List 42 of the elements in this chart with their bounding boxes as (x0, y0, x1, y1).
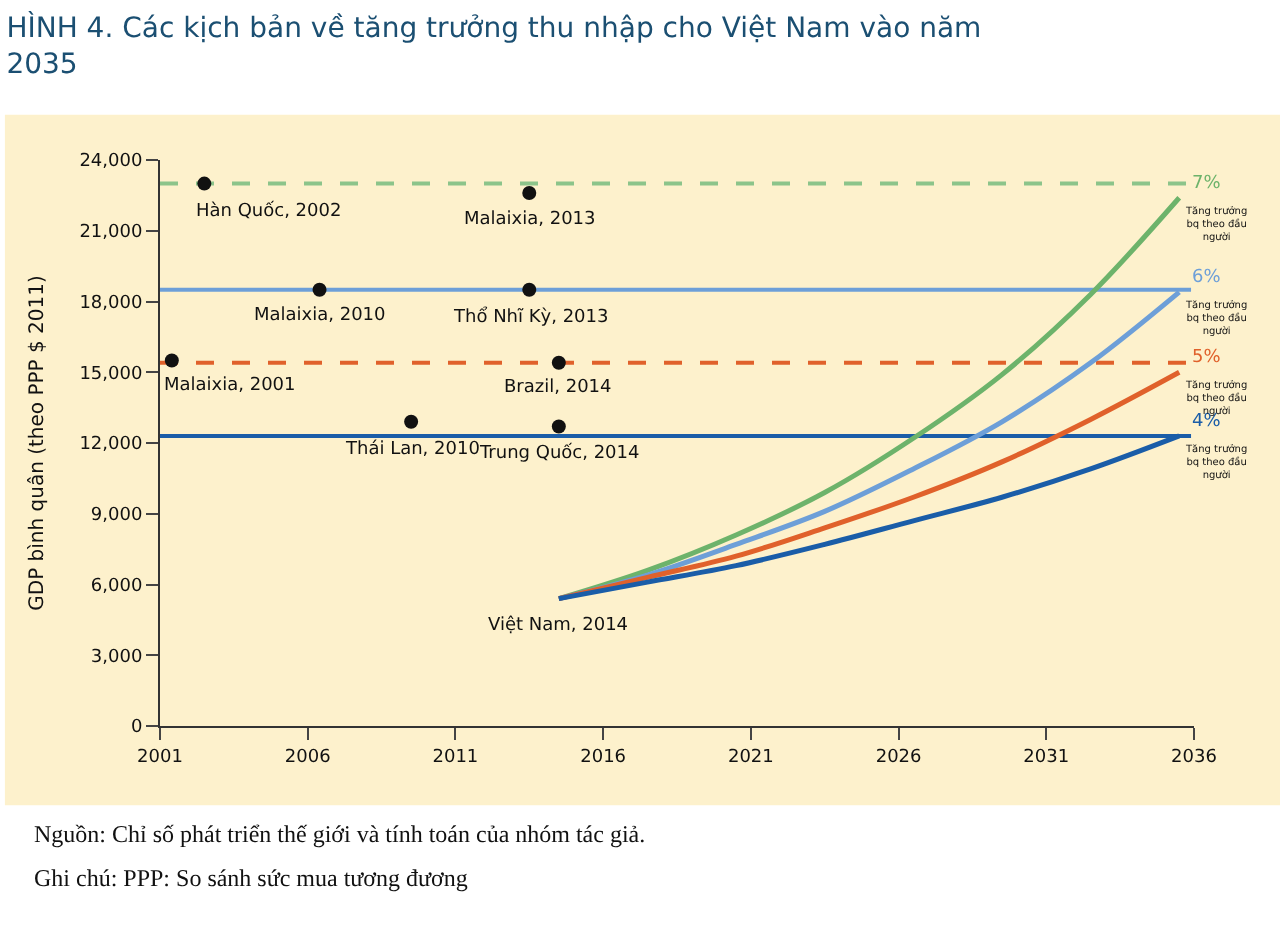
annotation: Việt Nam, 2014 (488, 614, 629, 636)
x-tick-label: 2016 (580, 747, 627, 768)
x-tick-label: 2001 (137, 747, 183, 768)
point (312, 282, 327, 297)
annotation: Trung Quốc, 2014 (478, 442, 640, 464)
annotation: Malaixia, 2001 (164, 376, 296, 396)
x-tick-label: 2026 (875, 747, 923, 768)
y-tick-label: 21,000 (79, 223, 143, 244)
text: Ghi chú: PPP: So sánh sức mua tương đương (34, 864, 468, 892)
y-tick-label: 12,000 (79, 435, 143, 456)
point (522, 282, 537, 297)
text: Nguồn: Chỉ số phát triển thế giới và tính toán của nhóm tác giả. (34, 820, 646, 848)
series-label: 4% (1192, 412, 1222, 432)
x-tick-label: 2021 (727, 747, 774, 768)
series-label: 7% (1192, 174, 1222, 194)
y-tick-label: 24,000 (79, 152, 143, 173)
y-tick-label: 0 (130, 718, 143, 739)
y-tick-label: 9,000 (90, 506, 143, 527)
point (551, 355, 566, 370)
y-tick-label: 3,000 (90, 647, 143, 668)
x-tick-label: 2006 (284, 747, 332, 768)
y-tick-label: 6,000 (90, 576, 143, 597)
annotation: Hàn Quốc, 2002 (196, 200, 342, 222)
series-label: 5% (1192, 348, 1222, 368)
y-tick-label: 18,000 (79, 293, 143, 314)
point (522, 186, 537, 201)
x-tick-label: 2036 (1171, 747, 1218, 768)
annotation: Malaixia, 2013 (464, 210, 596, 230)
point (164, 353, 179, 368)
point (551, 419, 566, 434)
x-tick-label: 2031 (1023, 747, 1070, 768)
annotation: Thái Lan, 2010 (344, 438, 481, 460)
y-axis-title: GDP bình quân (theo PPP $ 2011) (27, 275, 50, 611)
y-tick-label: 15,000 (79, 364, 143, 385)
point (197, 176, 212, 191)
annotation: Thổ Nhĩ Kỳ, 2013 (452, 306, 609, 328)
annotation: Brazil, 2014 (504, 378, 613, 398)
point (404, 414, 419, 429)
chart-title: HÌNH 4. Các kịch bản về tăng trưởng thu nhập cho Việt Nam vào năm 2035 (6, 11, 982, 82)
series-label: 6% (1192, 268, 1222, 288)
x-tick-label: 2011 (432, 747, 479, 768)
annotation: Malaixia, 2010 (254, 306, 387, 326)
